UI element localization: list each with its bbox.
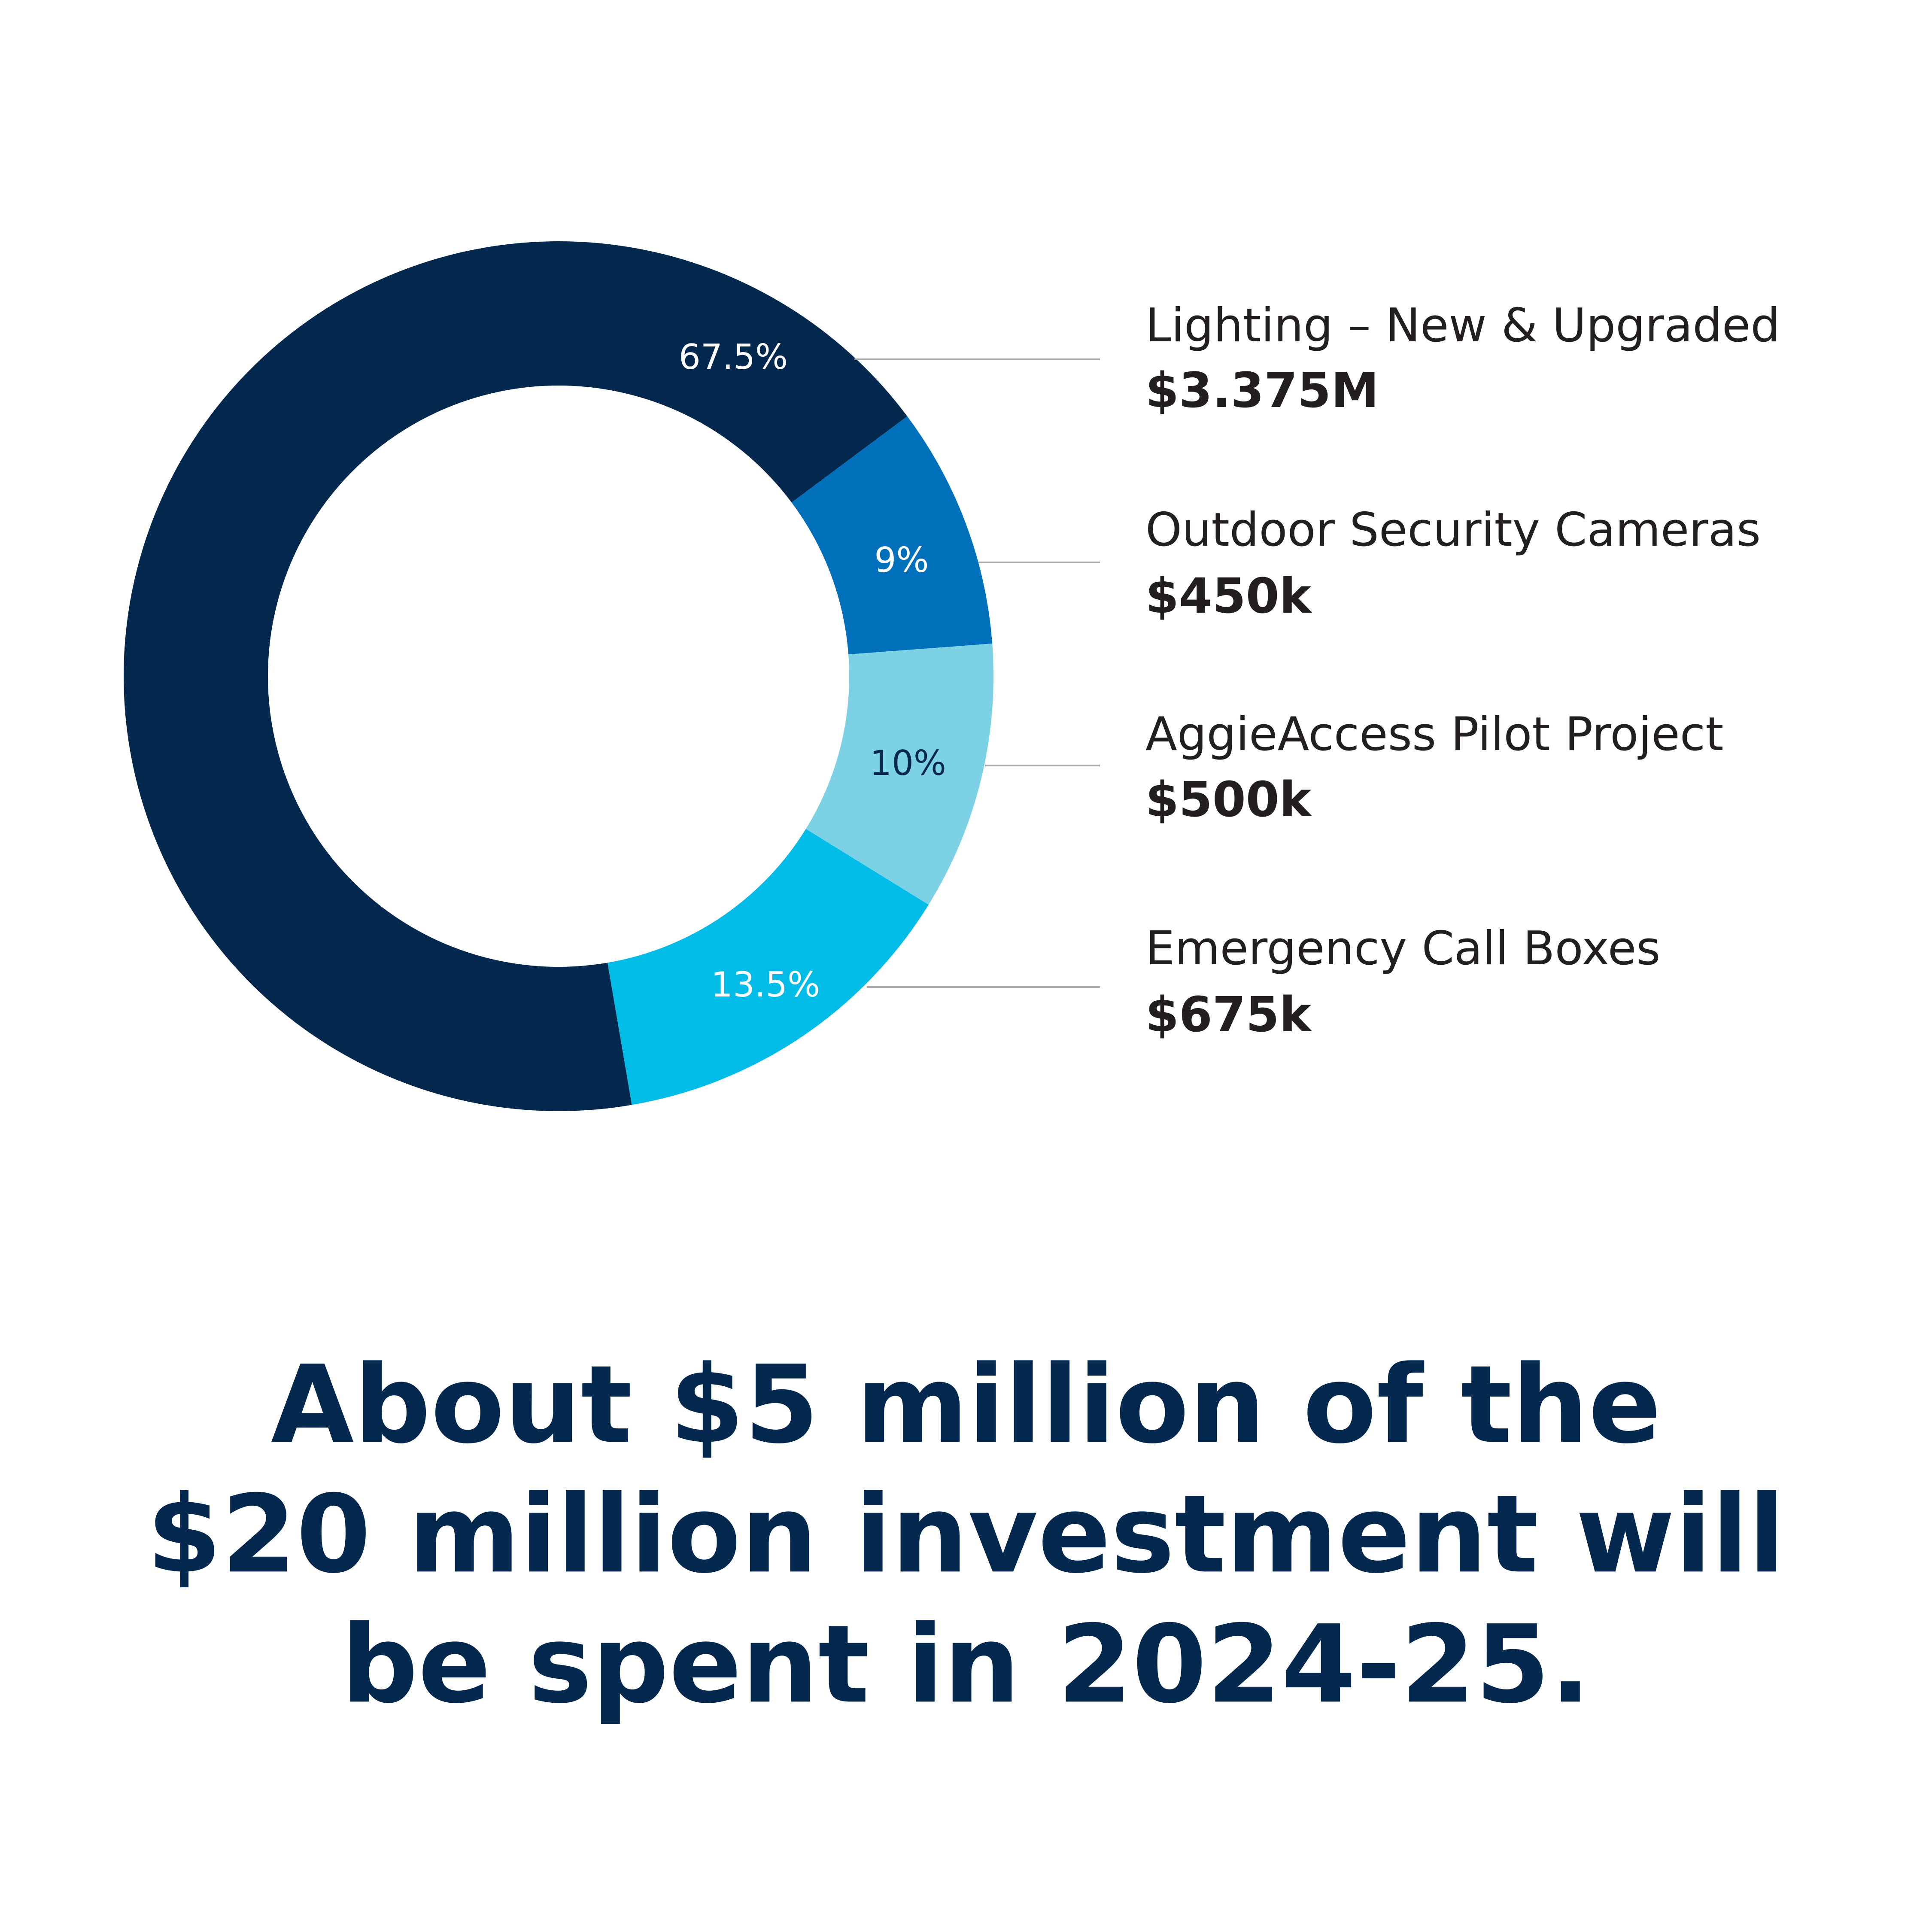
legend-label: Outdoor Security Cameras	[1145, 503, 1761, 557]
value-label: 13.5%	[711, 965, 820, 1005]
amount-label: $450k	[1145, 568, 1312, 624]
donut-segment	[124, 241, 908, 1112]
donut-segment	[608, 829, 929, 1105]
legend-label: Lighting – New & Upgraded	[1145, 299, 1780, 352]
caption: $20 million investment will	[147, 1472, 1785, 1597]
value-label: 10%	[870, 743, 946, 783]
legend-label: Emergency Call Boxes	[1145, 922, 1661, 975]
value-label: 9%	[875, 540, 929, 580]
amount-label: $3.375M	[1145, 363, 1379, 419]
legend-label: AggieAccess Pilot Project	[1145, 708, 1724, 761]
amount-label: $675k	[1145, 987, 1312, 1043]
value-label: 67.5%	[679, 337, 788, 377]
amount-label: $500k	[1145, 772, 1312, 828]
caption: About $5 million of the	[271, 1342, 1661, 1467]
donut-segment	[805, 644, 993, 905]
caption: be spent in 2024-25.	[341, 1602, 1591, 1727]
donut-segment	[791, 416, 993, 655]
